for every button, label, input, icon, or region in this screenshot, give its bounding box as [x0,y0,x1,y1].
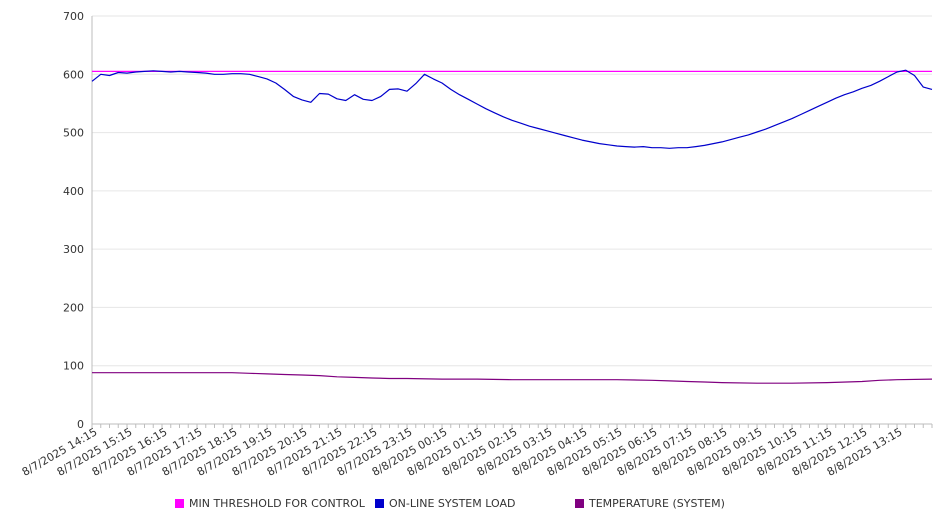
legend-swatch-load [375,499,384,508]
y-tick-label: 400 [63,185,84,198]
legend-label-threshold: MIN THRESHOLD FOR CONTROL [189,497,365,510]
legend-swatch-temperature [575,499,584,508]
y-tick-label: 0 [77,418,84,431]
legend-item-temperature[interactable]: TEMPERATURE (SYSTEM) [575,497,725,510]
y-tick-label: 600 [63,68,84,81]
legend-label-temperature: TEMPERATURE (SYSTEM) [589,497,725,510]
legend-swatch-threshold [175,499,184,508]
y-tick-label: 500 [63,127,84,140]
legend-label-load: ON-LINE SYSTEM LOAD [389,497,516,510]
legend-item-load[interactable]: ON-LINE SYSTEM LOAD [375,497,515,510]
chart-legend: MIN THRESHOLD FOR CONTROL ON-LINE SYSTEM… [0,497,946,515]
y-tick-label: 700 [63,10,84,23]
y-tick-label: 200 [63,301,84,314]
legend-item-threshold[interactable]: MIN THRESHOLD FOR CONTROL [175,497,365,510]
series-line-load [91,69,933,149]
y-tick-label: 100 [63,360,84,373]
series-line-temperature [92,372,933,384]
y-tick-label: 300 [63,243,84,256]
